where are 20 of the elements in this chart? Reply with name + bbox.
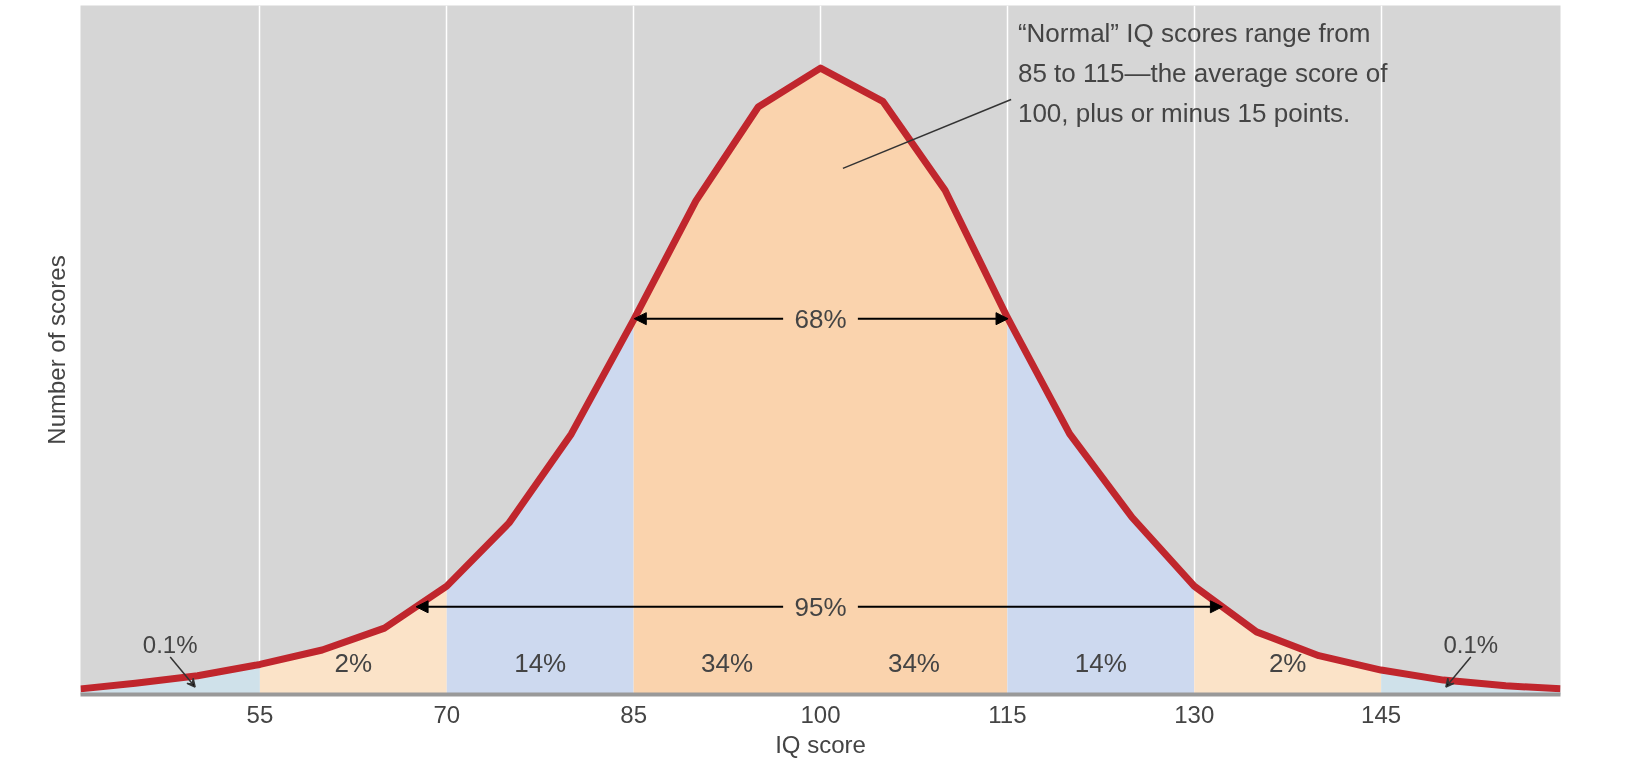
x-tick-label: 70 bbox=[433, 700, 461, 728]
annotation: 2% bbox=[1268, 648, 1307, 679]
annotation: 68% bbox=[794, 303, 847, 334]
x-tick-label: 115 bbox=[988, 700, 1027, 728]
x-tick-label: 55 bbox=[246, 700, 274, 728]
x-axis-title: IQ score bbox=[775, 730, 866, 758]
annotation: 34% bbox=[887, 648, 940, 679]
y-axis-title: Number of scores bbox=[42, 255, 70, 445]
annotation: 14% bbox=[1074, 648, 1127, 679]
annotation: 0.1% bbox=[1443, 630, 1499, 658]
annotation: 95% bbox=[794, 591, 847, 622]
annotation: 34% bbox=[701, 648, 754, 679]
annotation: “Normal” IQ scores range from 85 to 115—the average score of 100, plus or minus 15 points. bbox=[1017, 18, 1389, 129]
x-tick-label: 130 bbox=[1174, 700, 1215, 728]
annotation: 2% bbox=[334, 648, 373, 679]
x-tick-label: 85 bbox=[620, 700, 647, 728]
x-tick-label: 145 bbox=[1361, 700, 1402, 728]
annotation: 0.1% bbox=[142, 630, 198, 658]
x-tick-label: 100 bbox=[800, 700, 841, 728]
annotation: 14% bbox=[514, 648, 567, 679]
